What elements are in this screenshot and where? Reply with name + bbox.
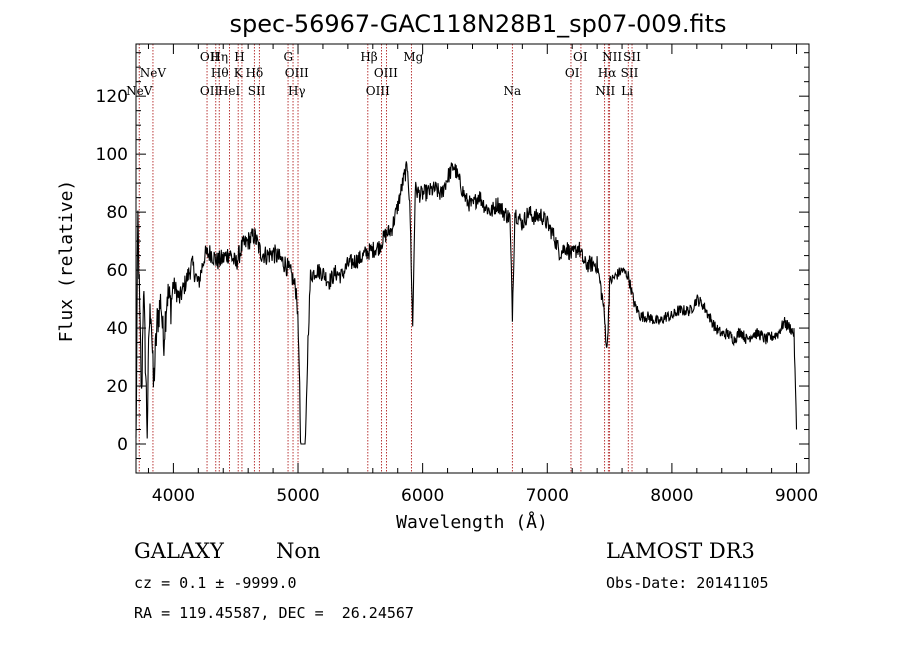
observation-date: Obs-Date: 20141105 — [606, 574, 769, 592]
emission-line-label: Mg — [403, 50, 423, 64]
emission-line-label: Na — [504, 84, 522, 98]
plot-frame — [135, 43, 810, 474]
emission-line-label: Hγ — [288, 84, 306, 98]
object-subclass: Non — [276, 539, 321, 563]
coordinates: RA = 119.45587, DEC = 26.24567 — [134, 604, 414, 622]
redshift-cz: cz = 0.1 ± -9999.0 — [134, 574, 297, 592]
emission-line-label: Hθ — [211, 66, 229, 80]
y-axis-title: Flux (relative) — [56, 180, 77, 343]
emission-line-label: OIII — [374, 66, 398, 80]
emission-line-label: Hα — [598, 66, 617, 80]
emission-line-label: NII — [602, 50, 622, 64]
emission-line-markers — [138, 44, 633, 473]
emission-line-label: OIII — [366, 84, 390, 98]
emission-line-label: OI — [565, 66, 580, 80]
x-axis-ticks: 4000 5000 6000 7000 8000 9000 — [147, 44, 818, 506]
emission-line-label: Hη — [210, 50, 228, 64]
emission-line-label: SII — [623, 50, 641, 64]
emission-line-label: HeI — [218, 84, 241, 98]
y-axis-ticks: 0 20 40 60 80 100 120 — [96, 52, 809, 460]
emission-line-label: G — [284, 50, 294, 64]
object-class: GALAXY — [134, 539, 224, 563]
emission-line-label: H — [234, 50, 244, 64]
emission-line-label: Li — [621, 84, 633, 98]
emission-line-label: OII — [200, 50, 220, 64]
emission-line-label: K — [234, 66, 244, 80]
x-tick-label: 5000 — [276, 486, 319, 506]
x-tick-label: 7000 — [526, 486, 569, 506]
chart-title: spec-56967-GAC118N28B1_sp07-009.fits — [229, 10, 726, 38]
y-tick-label: 120 — [96, 87, 128, 107]
emission-line-label: OI — [573, 50, 588, 64]
spectrum-line — [135, 161, 798, 445]
x-tick-label: 8000 — [650, 486, 693, 506]
y-tick-label: 20 — [106, 377, 128, 397]
y-tick-label: 40 — [106, 319, 128, 339]
emission-line-label: Hβ — [360, 50, 377, 64]
emission-line-label: OIII — [285, 66, 309, 80]
emission-line-label: Hδ — [246, 66, 264, 80]
x-tick-label: 6000 — [401, 486, 444, 506]
y-tick-label: 0 — [117, 435, 128, 455]
y-tick-label: 100 — [96, 145, 128, 165]
emission-line-label: SII — [621, 66, 639, 80]
x-tick-label: 4000 — [152, 486, 195, 506]
x-axis-title: Wavelength (Å) — [396, 511, 548, 533]
emission-line-label: NeV — [140, 66, 167, 80]
emission-line-label: SII — [248, 84, 266, 98]
y-tick-label: 80 — [106, 203, 128, 223]
emission-line-label: OII — [200, 84, 220, 98]
y-tick-label: 60 — [106, 261, 128, 281]
survey-name: LAMOST DR3 — [606, 539, 755, 563]
emission-line-label: NeV — [126, 84, 153, 98]
emission-line-label: NII — [595, 84, 615, 98]
x-tick-label: 9000 — [775, 486, 818, 506]
